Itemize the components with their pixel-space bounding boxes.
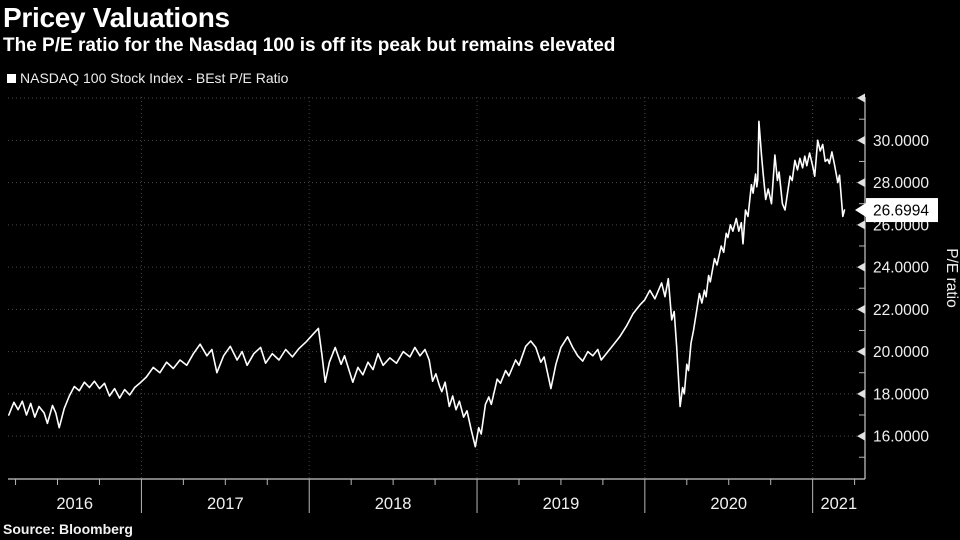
y-axis-tick-label: 30.0000 <box>873 133 929 150</box>
y-axis-title: P/E ratio <box>943 248 960 307</box>
y-axis-tick-label: 16.0000 <box>873 429 929 446</box>
legend-swatch-icon <box>7 73 16 83</box>
legend-label: NASDAQ 100 Stock Index - BEst P/E Ratio <box>20 70 289 86</box>
legend: NASDAQ 100 Stock Index - BEst P/E Ratio <box>7 70 288 86</box>
year-label: 2019 <box>543 495 580 513</box>
year-label: 2016 <box>56 495 93 513</box>
y-axis-tick-label: 20.0000 <box>873 344 929 361</box>
y-major-tick-arrow <box>857 220 865 230</box>
chart-title: Pricey Valuations <box>3 2 230 33</box>
y-major-tick-arrow <box>857 93 865 103</box>
chart-subtitle: The P/E ratio for the Nasdaq 100 is off … <box>3 35 616 56</box>
current-value-flag-arrow <box>855 203 866 218</box>
y-major-tick-arrow <box>857 135 865 145</box>
year-label: 2021 <box>820 495 857 513</box>
y-axis-tick-label: 18.0000 <box>873 386 929 403</box>
year-label: 2017 <box>207 495 244 513</box>
y-major-tick-arrow <box>857 304 865 314</box>
y-major-tick-arrow <box>857 262 865 272</box>
current-value-label: 26.6994 <box>873 203 929 220</box>
y-axis-tick-label: 24.0000 <box>873 260 929 277</box>
current-value-flag <box>866 198 938 223</box>
y-axis-tick-label: 28.0000 <box>873 175 929 192</box>
y-major-tick-arrow <box>857 431 865 441</box>
year-label: 2020 <box>710 495 747 513</box>
y-axis-tick-label: 22.0000 <box>873 302 929 319</box>
year-label: 2018 <box>375 495 412 513</box>
y-major-tick-arrow <box>857 347 865 357</box>
y-major-tick-arrow <box>857 178 865 188</box>
y-major-tick-arrow <box>857 389 865 399</box>
pe-line <box>8 120 846 448</box>
source-attribution: Source: Bloomberg <box>3 521 133 537</box>
